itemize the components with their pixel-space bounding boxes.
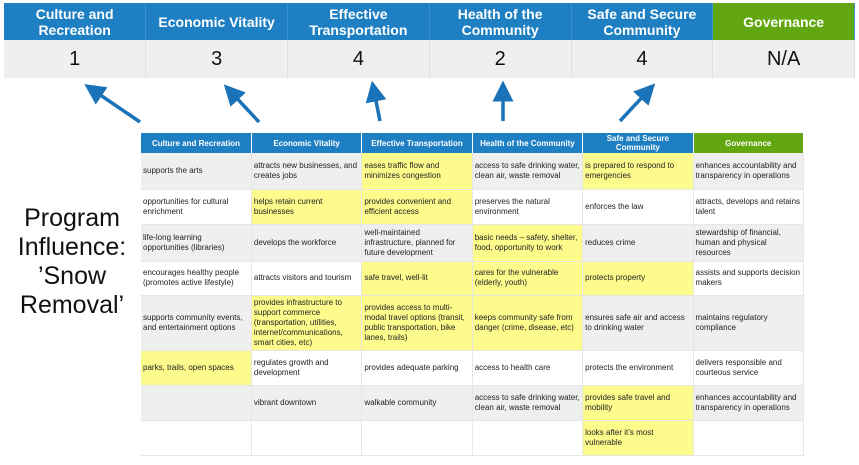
table-cell: supports the arts [141,153,252,190]
score-summary-table: Culture and Recreation Economic Vitality E… [4,3,855,78]
table-cell: access to safe drinking water, clean air… [472,385,584,421]
table-cell: basic needs – safety, shelter, food, opp… [472,224,584,262]
table-cell: assists and supports decision makers [693,261,805,296]
category-header: Governance [712,3,855,40]
category-header: Health of the Community [429,3,572,40]
arrow-icon [365,80,387,122]
table-cell: provides convenient and efficient access [361,189,473,225]
table-row: supports community events, and entertain… [141,295,805,351]
column-header: Governance [693,133,805,153]
table-cell [472,420,584,456]
table-cell: access to safe drinking water, clean air… [472,153,584,190]
table-row: parks, trails, open spaces regulates grow… [141,350,805,386]
table-cell: safe travel, well-lit [361,261,473,296]
table-row: vibrant downtown walkable community access… [141,385,805,421]
table-cell: stewardship of financial, human and phys… [693,224,805,262]
table-cell: is prepared to respond to emergencies [582,153,694,190]
table-cell [693,420,805,456]
table-row: opportunities for cultural enrichment hel… [141,189,805,225]
table-row: looks after it’s most vulnerable [141,420,805,456]
category-score: 4 [571,40,714,78]
table-cell: develops the workforce [251,224,363,262]
table-cell: reduces crime [582,224,694,262]
table-cell [141,385,252,421]
program-influence-label: Program Influence: ’Snow Removal’ [17,204,127,319]
category-header: Safe and Secure Community [571,3,714,40]
table-cell: enforces the law [582,189,694,225]
table-cell: vibrant downtown [251,385,363,421]
table-cell: life-long learning opportunities (librar… [141,224,252,262]
table-cell: provides access to multi-modal travel op… [361,295,473,351]
category-score: 1 [4,40,147,78]
table-cell: enhances accountability and transparency… [693,385,805,421]
category-header: Culture and Recreation [4,3,147,40]
arrow-icon [618,83,656,123]
column-header: Effective Transportation [361,133,473,153]
column-header: Economic Vitality [251,133,363,153]
table-cell: regulates growth and development [251,350,363,386]
table-cell: helps retain current businesses [251,189,363,225]
influence-matrix: Culture and Recreation Economic Vitality E… [141,133,805,456]
table-cell: keeps community safe from danger (crime,… [472,295,584,351]
table-cell: looks after it’s most vulnerable [582,420,694,456]
column-header: Health of the Community [472,133,584,153]
table-cell: enhances accountability and transparency… [693,153,805,190]
category-header: Effective Transportation [287,3,430,40]
table-cell: provides adequate parking [361,350,473,386]
table-cell: well-maintained infrastructure, planned … [361,224,473,262]
table-cell: opportunities for cultural enrichment [141,189,252,225]
table-cell: preserves the natural environment [472,189,584,225]
arrow-icon [84,84,141,124]
table-row: life-long learning opportunities (librar… [141,224,805,262]
table-cell: provides safe travel and mobility [582,385,694,421]
table-cell: parks, trails, open spaces [141,350,252,386]
table-cell: access to health care [472,350,584,386]
table-cell: ensures safe air and access to drinking … [582,295,694,351]
table-cell: delivers responsible and courteous servi… [693,350,805,386]
table-row: supports the arts attracts new businesses… [141,153,805,190]
category-header: Economic Vitality [145,3,288,40]
table-cell [251,420,363,456]
table-cell: attracts new businesses, and creates job… [251,153,363,190]
table-row: encourages healthy people (promotes acti… [141,261,805,296]
category-score: N/A [712,40,855,78]
table-cell: attracts visitors and tourism [251,261,363,296]
table-cell: protects the environment [582,350,694,386]
table-cell: walkable community [361,385,473,421]
category-score: 4 [287,40,430,78]
table-cell: encourages healthy people (promotes acti… [141,261,252,296]
category-score: 3 [145,40,288,78]
table-cell: cares for the vulnerable (elderly, youth… [472,261,584,296]
category-score: 2 [429,40,572,78]
table-cell: supports community events, and entertain… [141,295,252,351]
arrow-icon [223,84,261,124]
table-cell: protects property [582,261,694,296]
table-cell: maintains regulatory compliance [693,295,805,351]
column-header: Safe and Secure Community [582,133,694,153]
table-cell: attracts, develops and retains talent [693,189,805,225]
table-cell [141,420,252,456]
table-cell: provides infrastructure to support comme… [251,295,363,351]
column-header: Culture and Recreation [141,133,252,153]
table-cell: eases traffic flow and minimizes congest… [361,153,473,190]
table-cell [361,420,473,456]
